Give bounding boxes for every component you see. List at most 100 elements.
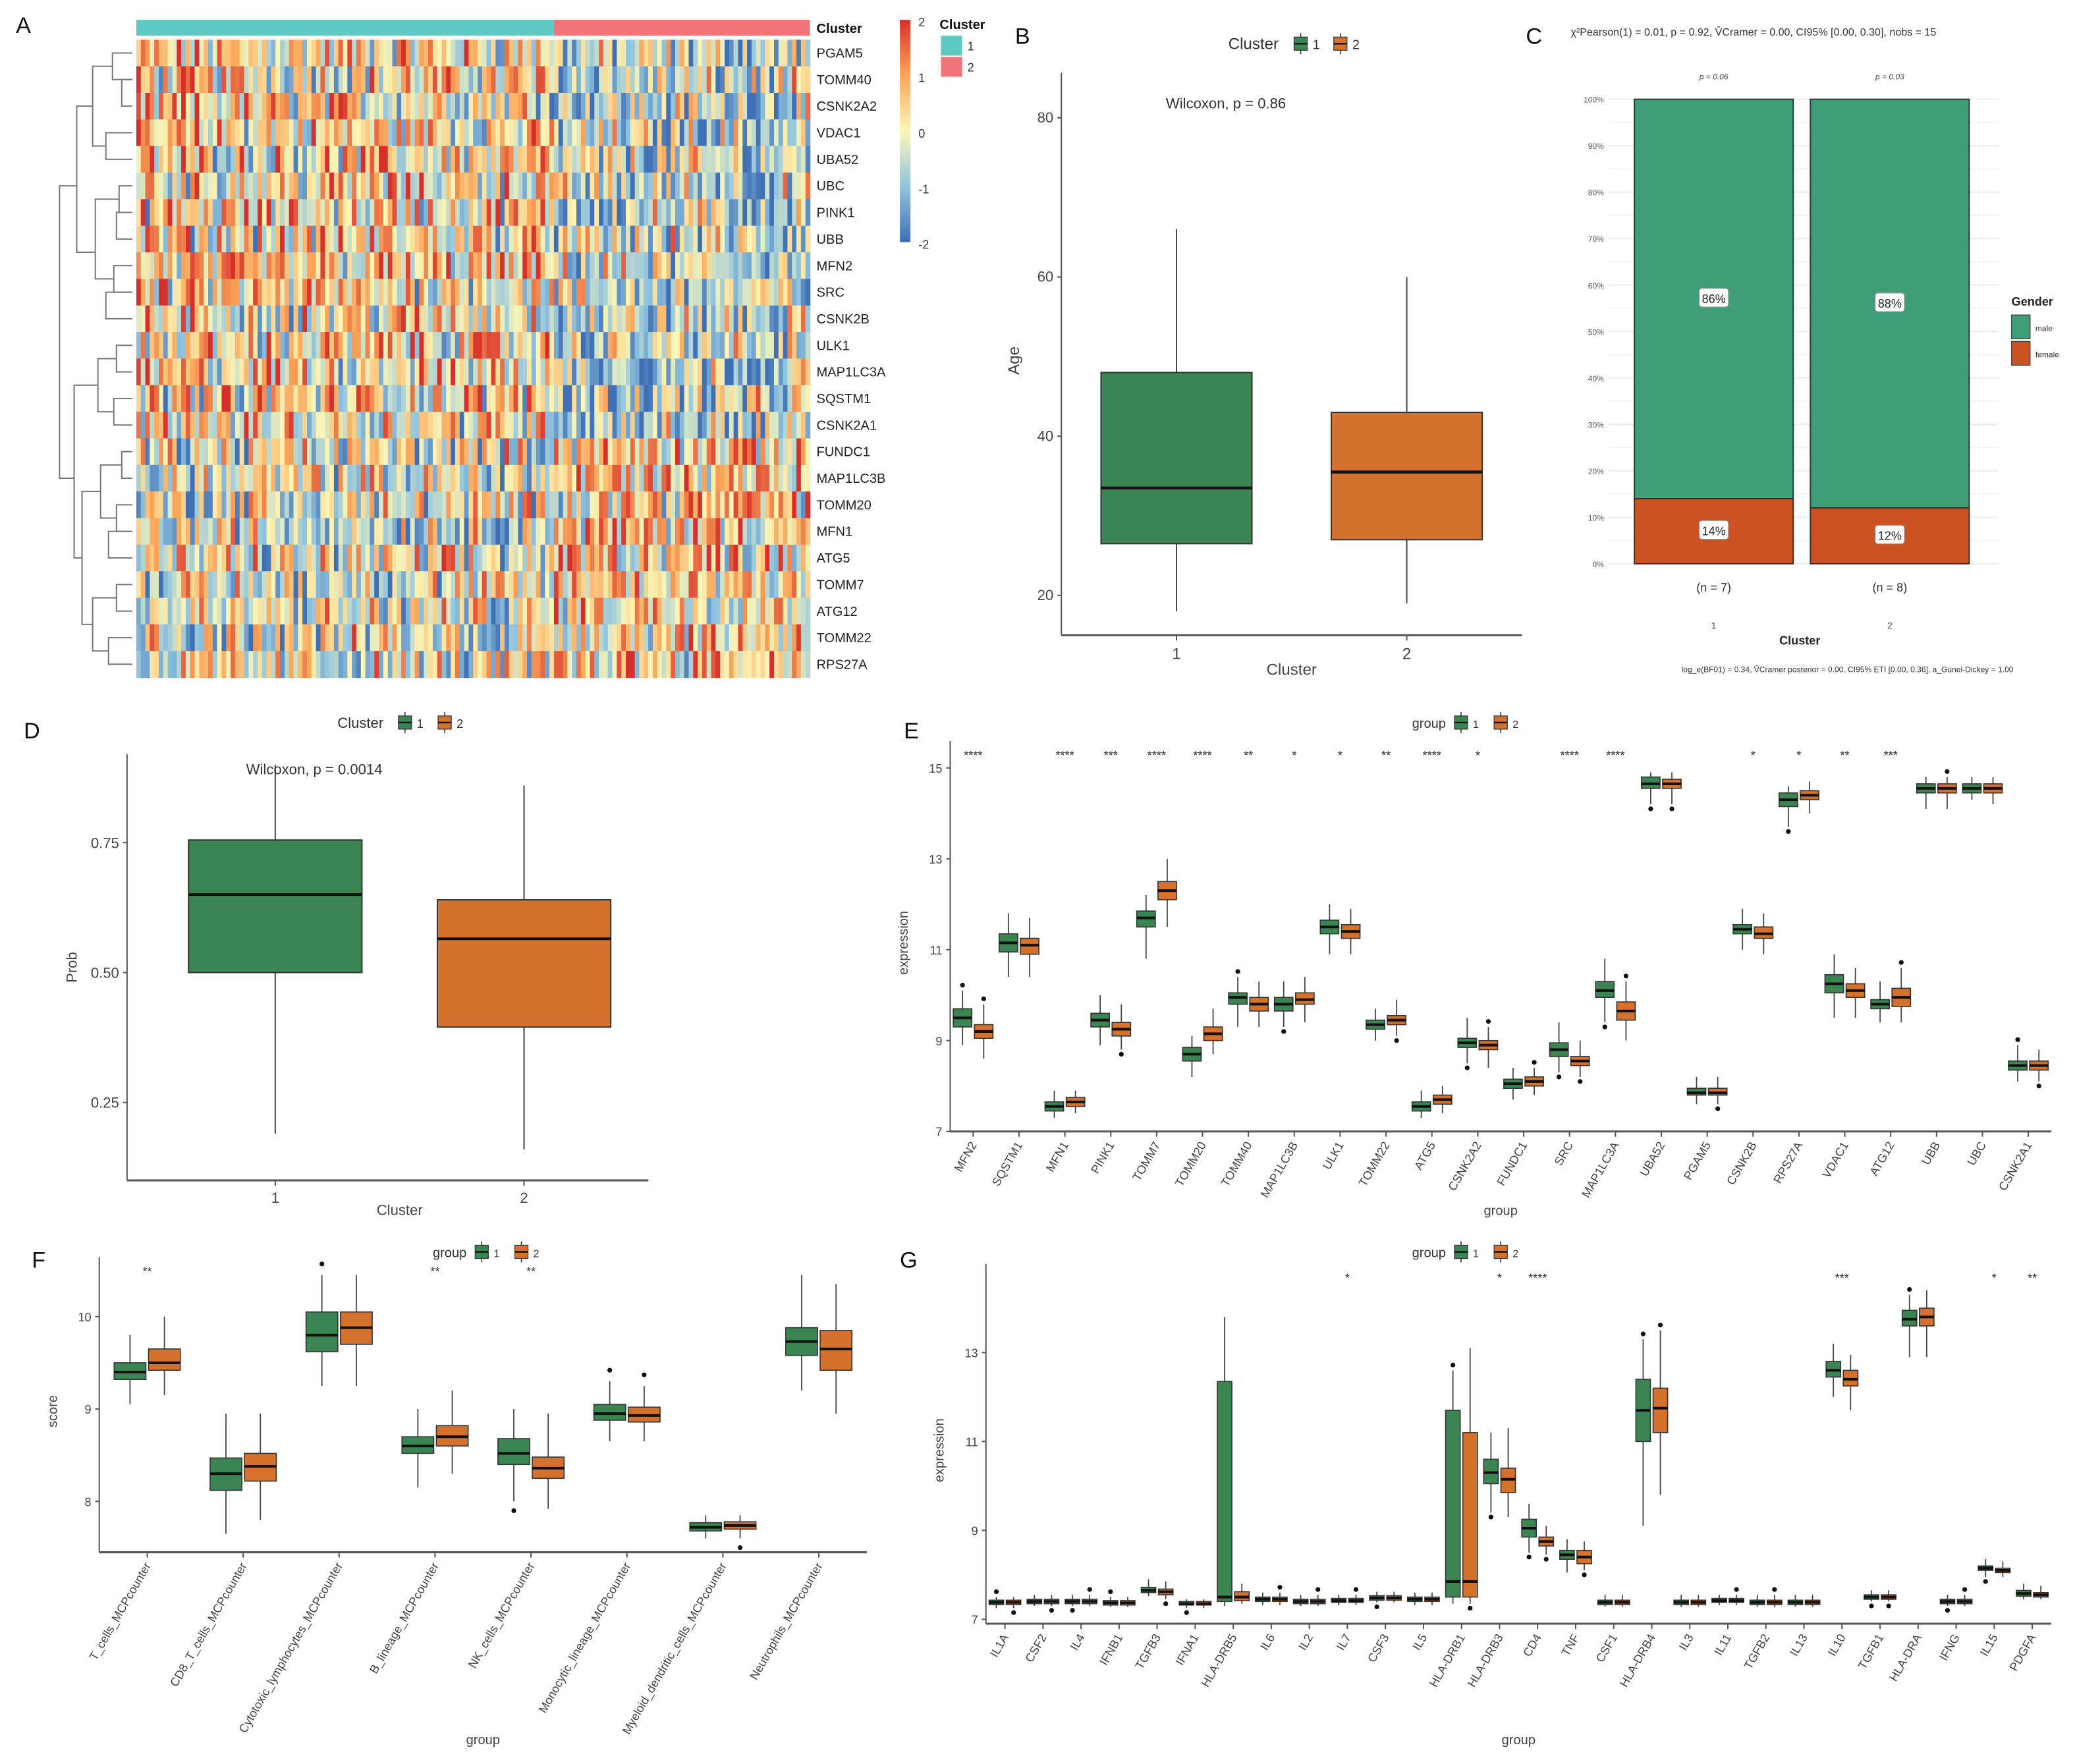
x-tick-label: IL4 — [1068, 1632, 1088, 1653]
heatmap-cell — [379, 358, 384, 386]
panel-label-e: E — [904, 718, 919, 744]
x-tick-label: ATG5 — [1412, 1140, 1438, 1172]
heatmap-cell — [177, 252, 182, 279]
heatmap-cell — [661, 624, 667, 651]
heatmap-cell — [536, 252, 541, 279]
heatmap-cell — [280, 385, 285, 412]
heatmap-cell — [773, 279, 779, 306]
heatmap-cell — [590, 385, 595, 412]
heatmap-cell — [325, 597, 330, 625]
heatmap-cell — [347, 518, 352, 545]
heatmap-cell — [248, 464, 254, 492]
heatmap-cell — [194, 358, 200, 386]
heatmap-cell — [370, 491, 375, 519]
heatmap-cell — [531, 651, 537, 678]
heatmap-cell — [437, 544, 443, 572]
legend-entry: 1 — [493, 1248, 499, 1260]
heatmap-cell — [257, 279, 263, 306]
heatmap-cell — [284, 305, 290, 333]
heatmap-cell — [221, 385, 227, 412]
heatmap-cell — [271, 66, 277, 94]
heatmap-cell — [338, 385, 344, 412]
heatmap-cell — [468, 92, 474, 120]
heatmap-cell — [208, 146, 213, 173]
heatmap-cell — [729, 518, 734, 545]
heatmap-cell — [800, 199, 806, 227]
heatmap-cell — [486, 412, 492, 439]
dendrogram-branch — [105, 132, 132, 160]
heatmap-cell — [217, 571, 223, 599]
heatmap-cell — [432, 597, 438, 625]
heatmap-cell — [401, 491, 406, 519]
heatmap-cell — [612, 624, 618, 651]
heatmap-cell — [666, 597, 671, 625]
heatmap-cell — [177, 225, 182, 253]
heatmap-cell — [374, 40, 379, 67]
heatmap-cell — [769, 464, 775, 492]
heatmap-cell — [491, 199, 497, 227]
heatmap-cell — [275, 40, 281, 67]
heatmap-cell — [414, 385, 420, 412]
heatmap-cell — [365, 252, 371, 279]
heatmap-cell — [194, 544, 200, 572]
data-label-box — [1699, 520, 1729, 540]
heatmap-cell — [392, 92, 398, 120]
heatmap-cell — [594, 624, 599, 651]
heatmap-cell — [572, 146, 577, 173]
heatmap-cell — [275, 279, 281, 306]
heatmap-cell — [590, 332, 595, 360]
heatmap-cell — [428, 173, 433, 200]
heatmap-cell — [293, 252, 299, 279]
heatmap-cell — [504, 518, 510, 545]
heatmap-cell — [702, 119, 707, 147]
heatmap-cell — [491, 66, 497, 94]
heatmap-cell — [208, 332, 213, 360]
heatmap-cell — [325, 571, 330, 599]
heatmap-cell — [715, 518, 721, 545]
heatmap-cell — [563, 358, 568, 386]
heatmap-cell — [397, 305, 402, 333]
heatmap-cell — [495, 119, 501, 147]
heatmap-cell — [783, 358, 788, 386]
y-tick-label: 13 — [965, 1346, 978, 1360]
heatmap-cell — [639, 518, 645, 545]
heatmap-cell — [599, 119, 604, 147]
heatmap-cell — [401, 464, 406, 492]
heatmap-cell — [208, 279, 213, 306]
heatmap-cell — [567, 173, 572, 200]
heatmap-cell — [208, 66, 213, 94]
heatmap-cell — [572, 305, 577, 333]
heatmap-cell — [747, 385, 752, 412]
heatmap-cell — [536, 305, 541, 333]
legend-entry: 2 — [1512, 719, 1518, 730]
heatmap-cell — [311, 571, 317, 599]
heatmap-cell — [531, 332, 537, 360]
heatmap-cell — [486, 173, 492, 200]
heatmap-cell — [549, 92, 555, 120]
heatmap-cell — [751, 146, 757, 173]
heatmap-cell — [563, 491, 568, 519]
x-axis-title: Cluster — [1779, 634, 1820, 647]
heatmap-cell — [576, 385, 582, 412]
heatmap-cell — [540, 332, 546, 360]
heatmap-cell — [553, 518, 559, 545]
heatmap-cell — [266, 518, 272, 545]
outlier-point — [1468, 1605, 1473, 1611]
heatmap-cell — [666, 199, 671, 227]
heatmap-cell — [657, 624, 663, 651]
heatmap-cell — [289, 412, 294, 439]
heatmap-cell — [522, 624, 528, 651]
heatmap-cell — [617, 597, 622, 625]
heatmap-cell — [648, 252, 653, 279]
heatmap-cell — [177, 491, 182, 519]
heatmap-cell — [724, 597, 730, 625]
heatmap-cell — [742, 518, 748, 545]
heatmap-cell — [756, 597, 761, 625]
heatmap-cell — [352, 571, 357, 599]
heatmap-cell — [549, 199, 555, 227]
heatmap-cell — [298, 438, 303, 466]
heatmap-cell — [648, 571, 653, 599]
heatmap-cell — [675, 491, 680, 519]
heatmap-cell — [244, 92, 250, 120]
heatmap-cell — [715, 66, 721, 94]
